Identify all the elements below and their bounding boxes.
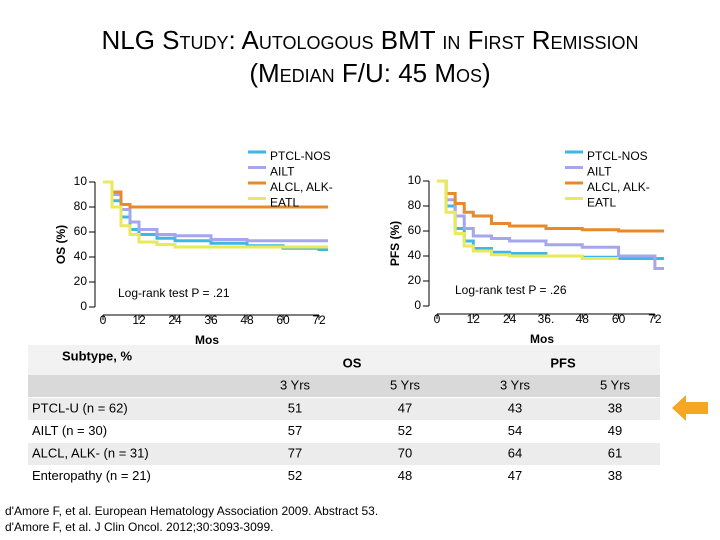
table-cell: 52 [288, 468, 302, 483]
table-row-bg [28, 465, 660, 488]
legend-label: AILT [270, 165, 295, 179]
x-tick-label: 60 [276, 313, 290, 327]
x-tick-label: 0 [434, 312, 441, 326]
table-cell: 52 [398, 423, 412, 438]
table-cell: 54 [508, 423, 522, 438]
x-tick-label: 0 [100, 313, 107, 327]
table-row-bg [28, 398, 660, 420]
y-tick-label: 80 [408, 198, 422, 212]
km-curve [437, 179, 619, 260]
table-cell: 48 [398, 468, 412, 483]
table-cell: 77 [288, 445, 302, 460]
legend-label: PTCL-NOS [270, 149, 331, 163]
table-subheader: 3 Yrs [500, 377, 531, 392]
y-tick-label: 0 [414, 298, 421, 312]
x-tick-label: 24 [168, 313, 182, 327]
table-cell: AILT (n = 30) [32, 423, 107, 438]
legend-label: EATL [587, 196, 616, 210]
table-row-bg [28, 443, 660, 465]
annotation: Log-rank test P = .26 [455, 283, 567, 297]
x-axis-label: Mos [195, 333, 219, 347]
x-tick-label: 72 [648, 312, 662, 326]
table-cell: 38 [608, 400, 622, 415]
table-cell: Enteropathy (n = 21) [32, 468, 151, 483]
slide-title: NLG Study: Autologous BMT in First Remis… [101, 25, 638, 55]
table-header: PFS [550, 355, 576, 370]
slide-subtitle: (Median F/U: 45 Mos) [249, 58, 490, 88]
x-tick-label: 60 [612, 312, 626, 326]
km-curve [103, 180, 328, 249]
x-tick-label: 48 [576, 312, 590, 326]
table-cell: 57 [288, 423, 302, 438]
legend-label: EATL [270, 196, 299, 210]
table-cell: 51 [288, 400, 302, 415]
km-curve [437, 179, 664, 270]
legend-label: ALCL, ALK- [270, 180, 333, 194]
x-tick-label: 48 [240, 313, 254, 327]
y-tick-label: 10 [408, 173, 422, 187]
x-tick-label: 24 [503, 312, 517, 326]
y-tick-label: 10 [74, 174, 88, 188]
y-tick-label: 40 [74, 249, 88, 263]
y-tick-label: 60 [408, 223, 422, 237]
x-axis-label: Mos [530, 332, 554, 346]
table-subheader: 5 Yrs [600, 377, 631, 392]
table-header: OS [343, 355, 362, 370]
table: Subtype, % OS PFS 3 Yrs 5 Yrs 3 Yrs 5 Yrs PT… [28, 345, 660, 488]
table-cell: 64 [508, 445, 522, 460]
y-tick-label: 20 [74, 274, 88, 288]
x-tick-label: 12 [132, 313, 146, 327]
table-cell: 49 [608, 423, 622, 438]
km-curve [103, 180, 328, 209]
table-cell: 61 [608, 445, 622, 460]
footnote: d'Amore F, et al. J Clin Oncol. 2012;30:… [5, 520, 273, 534]
table-row-bg [28, 420, 660, 443]
legend-label: PTCL-NOS [587, 149, 648, 163]
y-axis-label: PFS (%) [388, 221, 402, 266]
y-axis-label: OS (%) [54, 225, 68, 264]
legend-label: ALCL, ALK- [587, 180, 650, 194]
annotation: Log-rank test P = .21 [118, 286, 230, 300]
y-tick-label: 0 [80, 299, 87, 313]
table-subheader: 3 Yrs [280, 377, 311, 392]
table-header-bg [28, 345, 660, 375]
table-subheader-bg [28, 375, 660, 397]
legend-label: AILT [587, 165, 612, 179]
table-cell: 47 [508, 468, 522, 483]
x-tick-label: 36 [204, 313, 218, 327]
table-cell: 70 [398, 445, 412, 460]
table-subheader: 5 Yrs [390, 377, 421, 392]
x-tick-label: 72 [312, 313, 326, 327]
table-cell: 38 [608, 468, 622, 483]
arrow-icon [672, 395, 708, 421]
table-cell: ALCL, ALK- (n = 31) [32, 445, 149, 460]
y-tick-label: 60 [74, 224, 88, 238]
footnote: d'Amore F, et al. European Hematology As… [5, 504, 378, 518]
table-header: Subtype, % [62, 348, 133, 363]
table-cell: PTCL-U (n = 62) [32, 400, 128, 415]
table-cell: 47 [398, 400, 412, 415]
x-tick-label: 36. [538, 312, 555, 326]
x-tick-label: 12 [467, 312, 481, 326]
y-tick-label: 40 [408, 248, 422, 262]
y-tick-label: 20 [408, 273, 422, 287]
km-curve [437, 179, 664, 233]
table-cell: 43 [508, 400, 522, 415]
y-tick-label: 80 [74, 199, 88, 213]
